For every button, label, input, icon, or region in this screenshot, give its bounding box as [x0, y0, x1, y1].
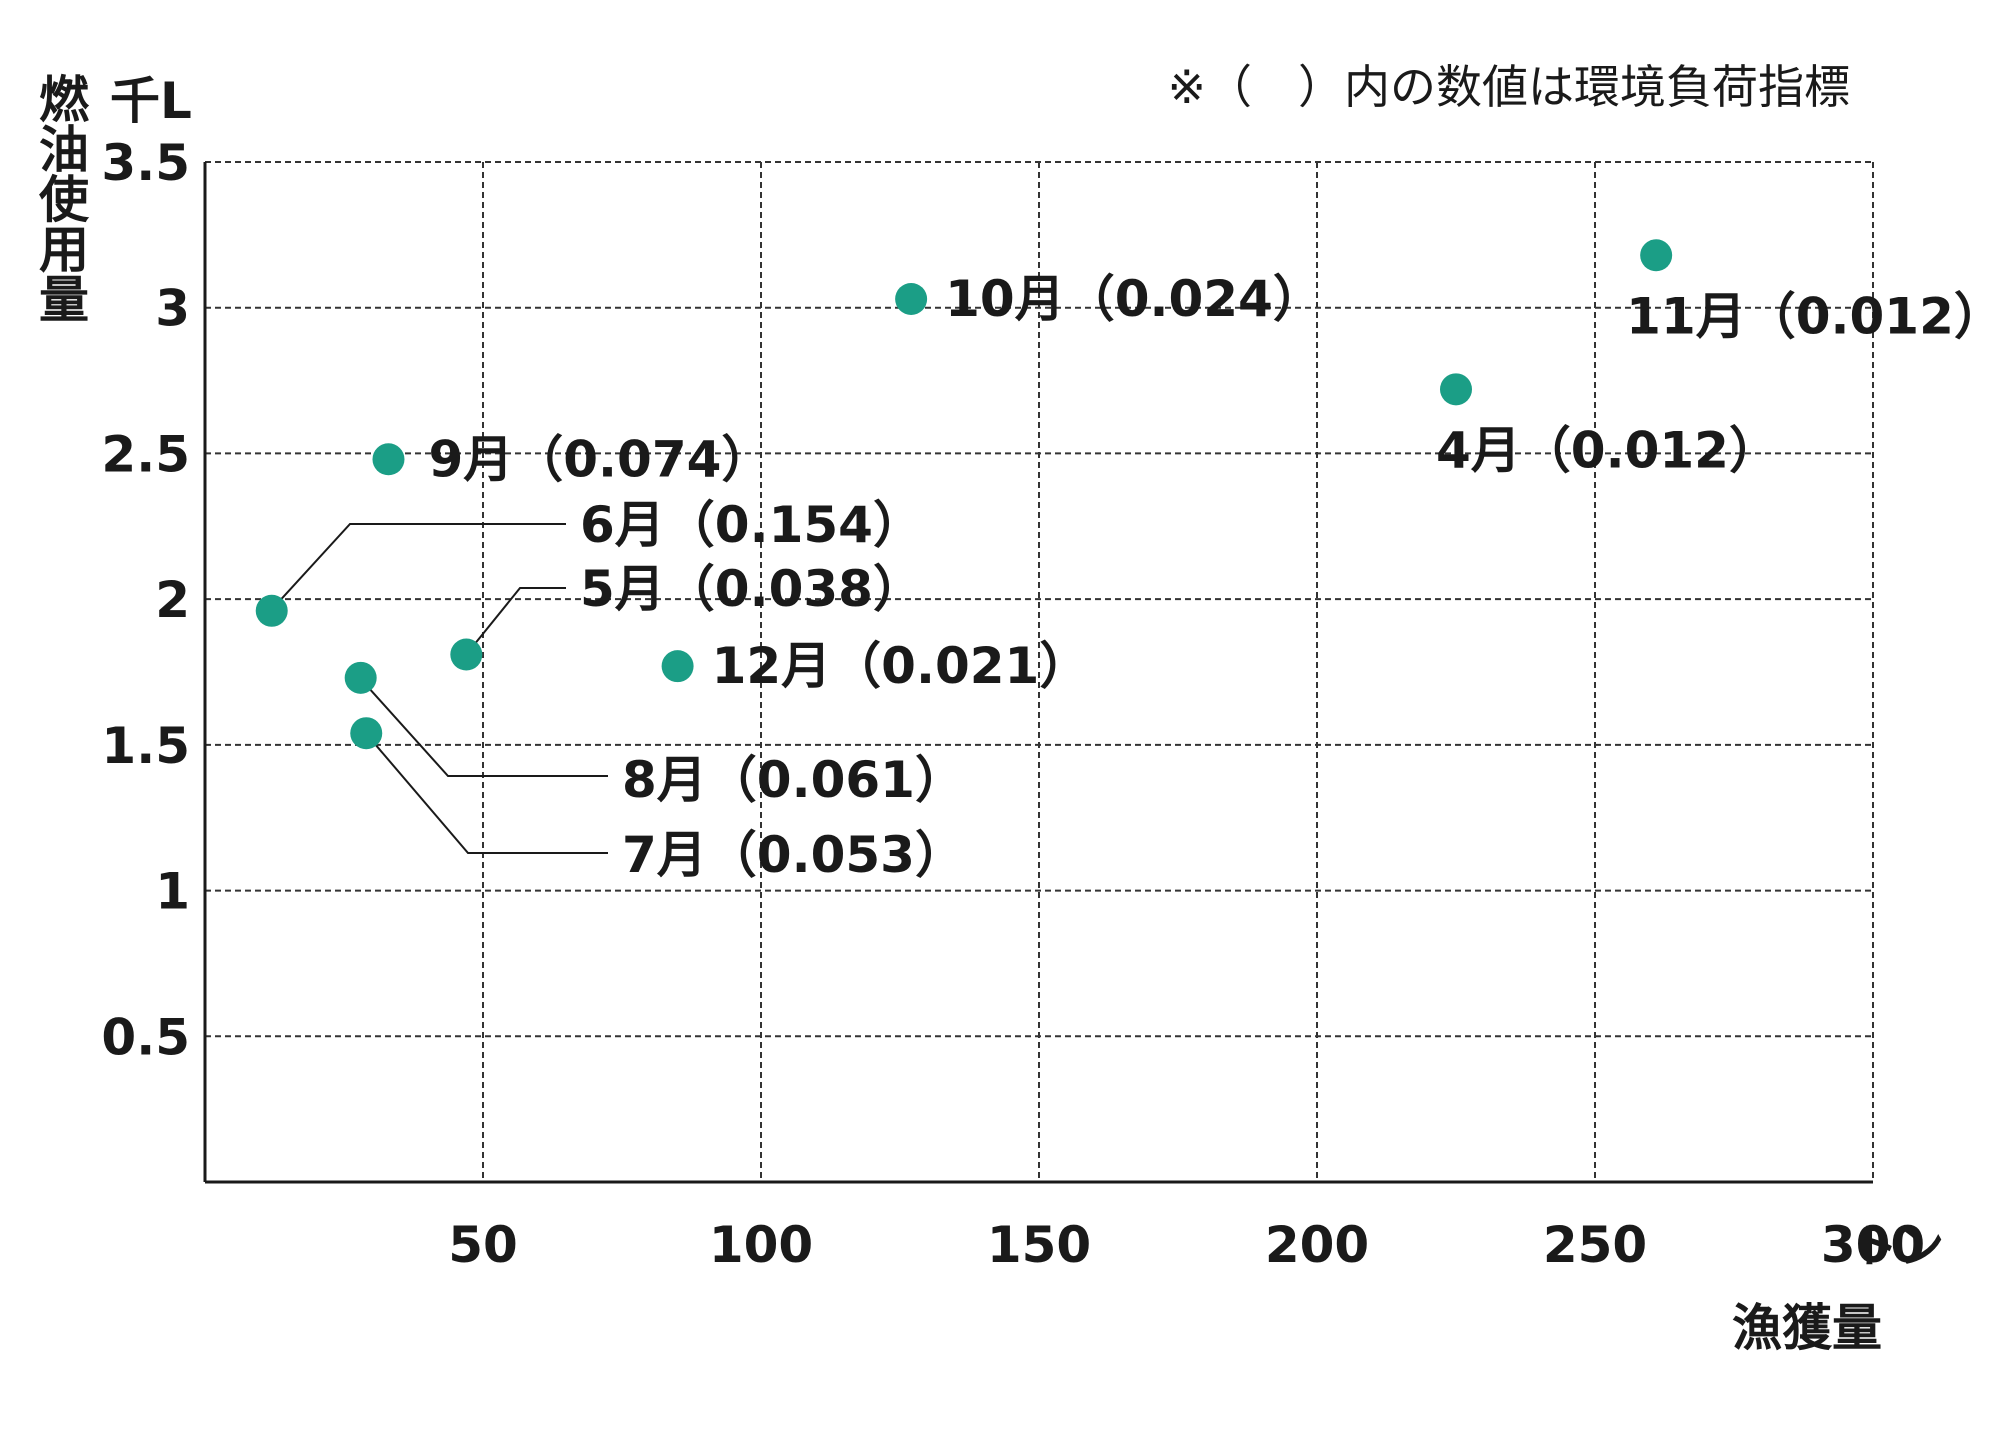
x-tick-label: 300: [1821, 1216, 1925, 1274]
point-label: 10月（0.024）: [945, 270, 1323, 328]
point-label: 4月（0.012）: [1436, 421, 1779, 479]
chart-note: ※（ ）内の数値は環境負荷指標: [1167, 60, 1850, 114]
data-point: [661, 650, 694, 683]
data-point: [450, 638, 483, 671]
point-label: 5月（0.038）: [580, 560, 923, 618]
y-tick-labels: 0.5 1 1.5 2 2.5 3 3.5: [101, 134, 190, 1066]
leader-line: [373, 742, 608, 854]
y-tick-label: 1.5: [101, 717, 190, 775]
x-tick-label: 100: [709, 1216, 813, 1274]
y-axis-label: 燃油使用量: [31, 73, 89, 323]
point-label: 8月（0.061）: [622, 751, 965, 809]
grid-lines: [205, 161, 1874, 1182]
x-tick-label: 250: [1543, 1216, 1647, 1274]
leader-line: [367, 687, 608, 777]
point-label: 7月（0.053）: [622, 826, 965, 884]
x-axis-unit: トン: [1852, 1219, 1944, 1273]
data-point: [344, 661, 377, 694]
leader-line: [473, 587, 566, 646]
data-point: [1640, 239, 1673, 272]
x-tick-labels: 50 100 150 200 250 300: [448, 1216, 1925, 1274]
x-tick-label: 150: [987, 1216, 1091, 1274]
point-labels: 4月（0.012） 5月（0.038） 6月（0.154） 7月（0.053） 8月（0…: [428, 270, 2000, 884]
point-label: 11月（0.012）: [1626, 287, 2000, 345]
data-points: [255, 239, 1673, 750]
axes: [203, 162, 1873, 1184]
data-point: [255, 594, 288, 627]
y-tick-label: 0.5: [101, 1008, 190, 1066]
point-label: 9月（0.074）: [428, 430, 771, 488]
x-tick-label: 200: [1265, 1216, 1369, 1274]
y-axis-unit: 千L: [110, 72, 192, 130]
data-point: [895, 282, 928, 315]
point-label: 6月（0.154）: [580, 496, 923, 554]
y-tick-label: 2: [155, 571, 190, 629]
x-tick-label: 50: [448, 1216, 518, 1274]
y-tick-label: 3.5: [101, 134, 190, 192]
data-point: [1440, 373, 1472, 406]
y-tick-label: 3: [155, 280, 190, 338]
leader-lines: [278, 523, 608, 854]
data-point: [372, 443, 405, 476]
point-label: 12月（0.021）: [712, 637, 1090, 695]
y-tick-label: 2.5: [101, 425, 190, 483]
y-tick-label: 1: [155, 863, 190, 921]
leader-line: [278, 523, 566, 602]
x-axis-label: 漁獲量: [1732, 1299, 1882, 1357]
data-point: [350, 717, 383, 750]
